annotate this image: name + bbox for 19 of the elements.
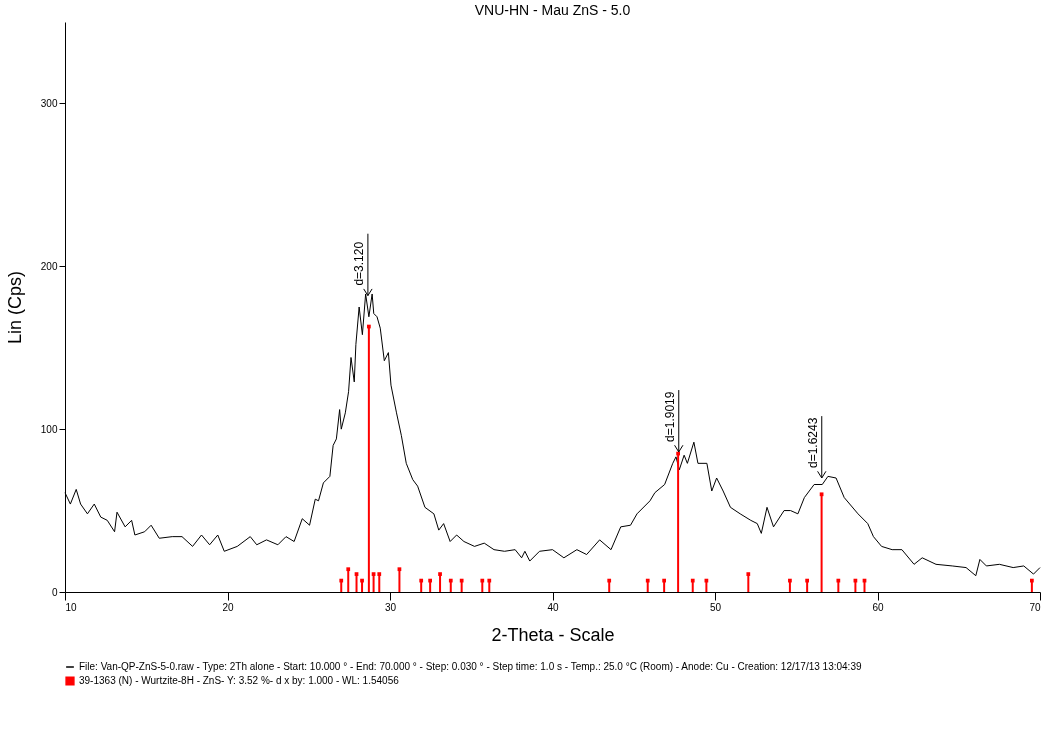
annotation: d=1.9019 (662, 391, 677, 442)
y-axis-title: Lin (Cps) (4, 270, 25, 345)
annotation: d=1.6243 (805, 417, 820, 468)
annotation: d=3.120 (351, 241, 366, 286)
chart-title: VNU-HN - Mau ZnS - 5.0 (474, 2, 631, 18)
legend-label: 39-1363 (N) - Wurtzite-8H - ZnS- Y: 3.52 %- d x by: 1.000 - WL: 1.54056 (79, 675, 400, 686)
x-axis-title: 2-Theta - Scale (491, 624, 615, 645)
x-tick-label: 20 (222, 601, 234, 613)
y-tick-label: 200 (40, 260, 58, 272)
x-tick-label: 70 (1029, 601, 1041, 613)
x-tick-label: 10 (65, 601, 78, 613)
y-tick-label: 100 (40, 423, 58, 435)
x-tick-label: 50 (709, 601, 722, 613)
legend-label: File: Van-QP-ZnS-5-0.raw - Type: 2Th alone - Start: 10.000 ° - End: 70.000 ° - Step: 0.030 ° - Step time: 1.0 s - Temp.: 25.0 °C (Room) - Anode: Cu - Creation: 12/17/13 13:04:39 (79, 661, 862, 672)
y-tick-label: 300 (40, 97, 58, 109)
x-tick-label: 60 (872, 601, 884, 613)
x-tick-label: 40 (547, 601, 559, 613)
x-tick-label: 30 (384, 601, 397, 613)
y-tick-label: 0 (51, 586, 58, 598)
